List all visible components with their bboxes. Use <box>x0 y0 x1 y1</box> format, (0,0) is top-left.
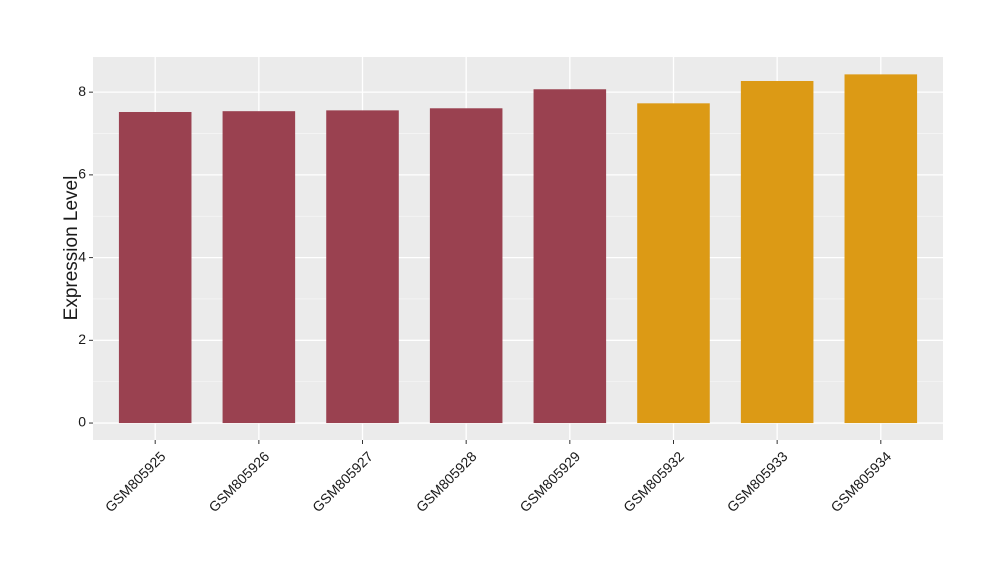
y-tick-label: 4 <box>78 248 86 264</box>
x-tick-label: GSM805933 <box>724 448 791 515</box>
bar <box>429 108 503 424</box>
x-tick-label: GSM805925 <box>102 448 169 515</box>
bar <box>533 89 607 424</box>
x-tick-label: GSM805929 <box>516 448 583 515</box>
bar <box>844 74 918 424</box>
bar <box>222 111 296 424</box>
bar <box>118 112 192 424</box>
bar <box>326 110 399 424</box>
bar <box>637 103 710 424</box>
y-tick-label: 0 <box>78 414 86 430</box>
x-tick-label: GSM805928 <box>413 448 480 515</box>
x-tick-label: GSM805927 <box>309 448 376 515</box>
y-tick-label: 2 <box>78 331 86 347</box>
x-tick-label: GSM805926 <box>205 448 272 515</box>
panel-background <box>93 57 943 440</box>
y-axis-label: Expression Level <box>61 176 82 321</box>
x-tick-label: GSM805932 <box>620 448 687 515</box>
x-tick-label: GSM805934 <box>827 448 894 515</box>
bar <box>740 80 814 424</box>
y-tick-label: 6 <box>78 166 86 182</box>
y-tick-label: 8 <box>78 83 86 99</box>
